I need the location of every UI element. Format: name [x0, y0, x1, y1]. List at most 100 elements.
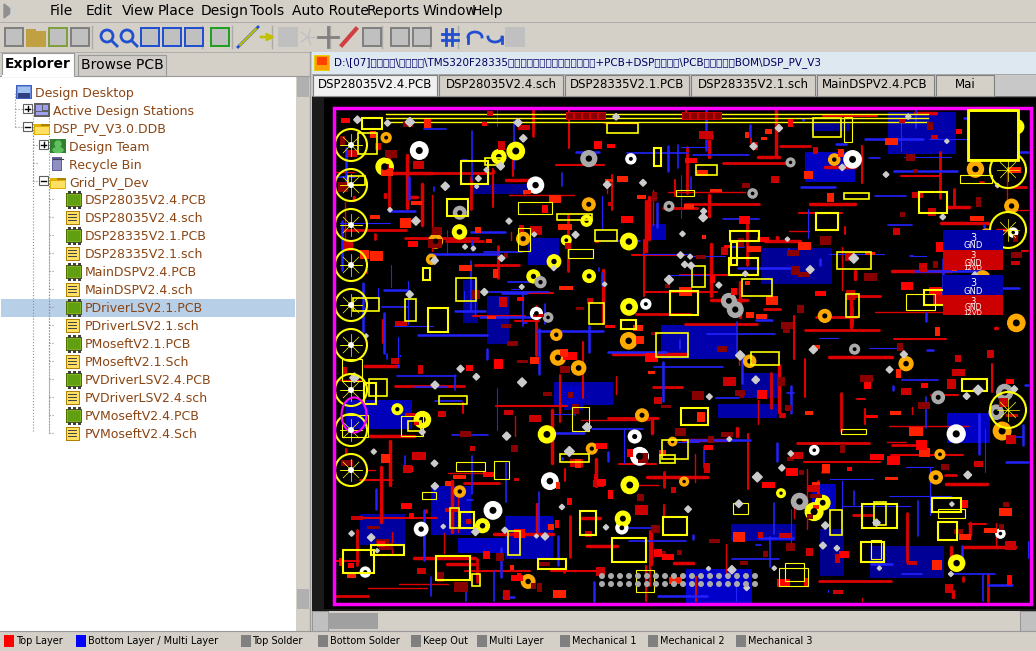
- Bar: [762, 551, 768, 557]
- Polygon shape: [565, 447, 574, 456]
- Bar: [78, 299, 81, 302]
- Bar: [362, 118, 382, 129]
- Bar: [73, 263, 76, 266]
- Bar: [78, 278, 81, 281]
- Bar: [510, 565, 515, 570]
- Polygon shape: [514, 118, 522, 127]
- Bar: [0, 22, 1036, 52]
- Circle shape: [617, 573, 623, 579]
- Bar: [519, 225, 524, 232]
- Bar: [952, 268, 956, 271]
- Bar: [571, 459, 582, 467]
- Bar: [314, 55, 330, 71]
- Bar: [456, 278, 476, 301]
- Bar: [511, 445, 518, 452]
- Bar: [371, 545, 404, 555]
- Circle shape: [832, 158, 836, 162]
- Bar: [460, 512, 474, 528]
- Bar: [317, 635, 327, 647]
- Polygon shape: [559, 505, 565, 510]
- Bar: [66, 337, 82, 351]
- Bar: [814, 291, 826, 296]
- Bar: [924, 290, 945, 305]
- Bar: [732, 532, 746, 542]
- Text: GND: GND: [965, 258, 982, 268]
- Bar: [638, 453, 649, 463]
- Circle shape: [968, 161, 983, 177]
- Circle shape: [777, 489, 785, 497]
- Bar: [557, 214, 592, 221]
- Bar: [48, 27, 68, 47]
- Circle shape: [1005, 199, 1018, 213]
- Bar: [912, 191, 923, 198]
- Circle shape: [550, 350, 566, 365]
- Circle shape: [453, 225, 466, 239]
- Circle shape: [433, 238, 438, 244]
- Bar: [637, 494, 643, 501]
- Text: Place: Place: [159, 4, 195, 18]
- Bar: [530, 357, 539, 364]
- Bar: [471, 574, 481, 586]
- Bar: [494, 359, 502, 368]
- Bar: [596, 230, 617, 242]
- Bar: [439, 396, 467, 404]
- Bar: [407, 421, 421, 431]
- Bar: [315, 56, 329, 70]
- Bar: [431, 486, 470, 535]
- Circle shape: [725, 581, 731, 587]
- Bar: [786, 468, 798, 477]
- Polygon shape: [603, 282, 607, 286]
- Circle shape: [629, 157, 633, 161]
- Bar: [1011, 260, 1020, 265]
- Bar: [50, 29, 66, 45]
- Bar: [771, 176, 779, 184]
- Circle shape: [976, 271, 989, 285]
- Bar: [493, 270, 498, 278]
- Bar: [731, 523, 797, 541]
- Polygon shape: [688, 262, 694, 269]
- Bar: [401, 503, 411, 509]
- Bar: [4, 27, 24, 47]
- Bar: [487, 316, 495, 319]
- Circle shape: [743, 573, 749, 579]
- Bar: [73, 386, 76, 389]
- Polygon shape: [506, 218, 512, 224]
- Circle shape: [671, 440, 674, 443]
- Polygon shape: [406, 290, 413, 298]
- Bar: [384, 163, 390, 169]
- Circle shape: [348, 387, 354, 393]
- Bar: [343, 415, 368, 437]
- Circle shape: [533, 182, 539, 188]
- Bar: [579, 512, 597, 534]
- Bar: [487, 296, 509, 344]
- Bar: [890, 411, 900, 415]
- Bar: [78, 350, 81, 353]
- Bar: [674, 428, 686, 436]
- Bar: [67, 302, 81, 314]
- Text: Design Desktop: Design Desktop: [35, 87, 134, 100]
- Bar: [73, 422, 76, 425]
- Bar: [26, 29, 36, 33]
- Circle shape: [805, 503, 823, 520]
- Polygon shape: [551, 266, 556, 271]
- Bar: [947, 413, 990, 443]
- Bar: [67, 248, 79, 260]
- Bar: [406, 465, 412, 472]
- Circle shape: [621, 333, 637, 349]
- Bar: [819, 529, 844, 576]
- Bar: [677, 190, 694, 195]
- Bar: [53, 159, 61, 170]
- Bar: [34, 126, 50, 135]
- Bar: [906, 294, 934, 311]
- Bar: [395, 321, 407, 326]
- Text: 3: 3: [971, 251, 976, 260]
- Bar: [565, 386, 583, 410]
- Bar: [885, 477, 898, 480]
- Bar: [66, 229, 82, 243]
- Bar: [518, 124, 530, 130]
- Circle shape: [809, 445, 818, 455]
- Text: Reports: Reports: [367, 4, 421, 18]
- Circle shape: [726, 298, 731, 304]
- Text: Auto Route: Auto Route: [292, 4, 369, 18]
- Polygon shape: [405, 117, 414, 127]
